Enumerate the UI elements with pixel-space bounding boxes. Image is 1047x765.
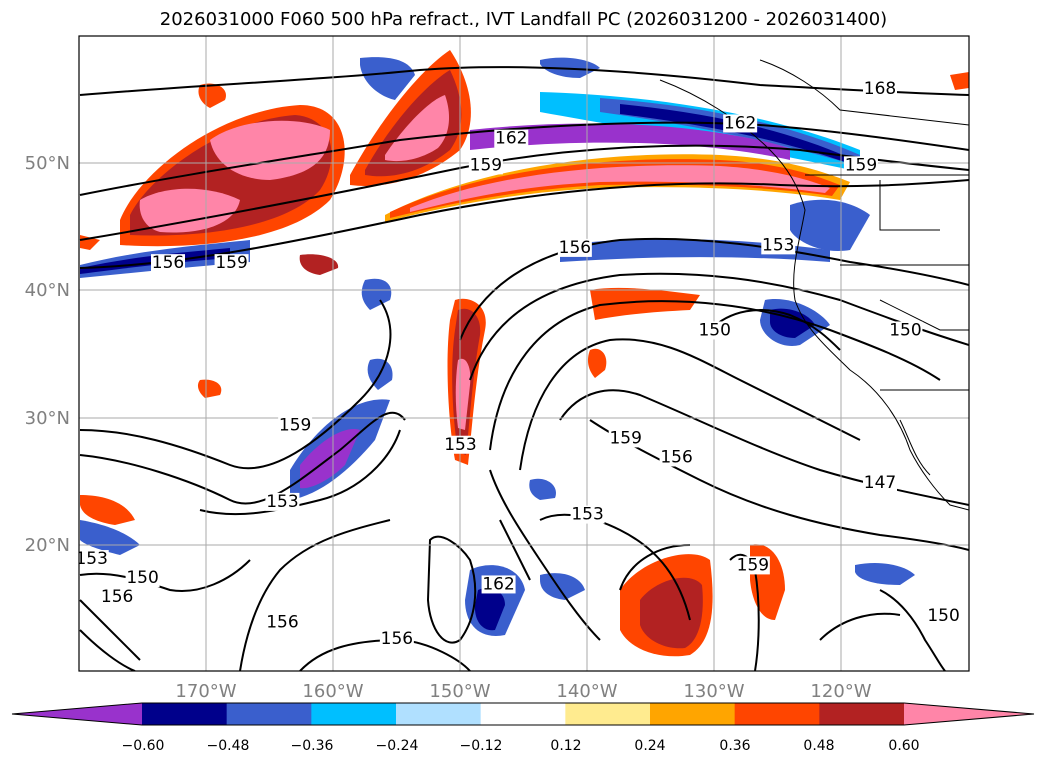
latitude-axis: 20°N 30°N 40°N 50°N <box>25 153 70 556</box>
colorbar-tick-label: −0.48 <box>207 738 250 754</box>
colorbar-tick-label: 0.12 <box>550 738 581 754</box>
contour-label: 156 <box>559 238 591 258</box>
contour-label: 153 <box>762 235 794 255</box>
contour-label: 159 <box>470 155 502 175</box>
contour-label: 156 <box>152 253 184 273</box>
contour-label: 150 <box>889 320 921 340</box>
graticule <box>79 36 969 671</box>
contour-label-background <box>697 321 732 340</box>
colorbar-tick-label: −0.36 <box>291 738 334 754</box>
contour-label-background <box>761 236 796 255</box>
contour-label: 159 <box>279 416 311 436</box>
contour-label-background <box>888 321 923 340</box>
lon-label-140w: 140°W <box>556 681 617 702</box>
contour-label: 159 <box>215 253 247 273</box>
contour-label: 153 <box>266 492 298 512</box>
contour-label-background <box>494 129 529 148</box>
colorbar-swatch <box>734 703 820 725</box>
colorbar-tick-label: −0.12 <box>460 738 503 754</box>
colorbar-tick-label: 0.60 <box>888 738 919 754</box>
contour-label: 156 <box>266 613 298 633</box>
contour-label-background <box>468 156 503 175</box>
lon-label-170w: 170°W <box>175 681 236 702</box>
contour-label-background <box>265 492 300 511</box>
lat-label-30: 30°N <box>25 408 70 429</box>
contour-label: 162 <box>495 129 527 149</box>
colorbar-swatch <box>650 703 736 725</box>
colorbar-swatch <box>12 703 142 725</box>
lat-label-40: 40°N <box>25 280 70 301</box>
colorbar <box>11 702 1035 726</box>
colorbar-tick-label: 0.48 <box>803 738 834 754</box>
contour-label-background <box>278 416 313 435</box>
lon-label-130w: 130°W <box>683 681 744 702</box>
map-panel: 168 162 159 162 159 156 159 156 153 150 150 159 153 1… <box>75 36 969 671</box>
colorbar-tick-label: 0.24 <box>634 738 665 754</box>
coastline-north-america <box>659 59 969 511</box>
contour-label: 153 <box>444 435 476 455</box>
colorbar-swatch <box>904 703 1034 725</box>
contour-label: 156 <box>660 447 692 467</box>
refractivity-contours <box>79 66 969 671</box>
contour-label: 162 <box>482 574 514 594</box>
lon-label-120w: 120°W <box>810 681 871 702</box>
colorbar-tick-label: −0.24 <box>376 738 419 754</box>
contour-label-background <box>100 588 135 607</box>
contour-label-background <box>723 114 758 133</box>
contour-label: 150 <box>126 568 158 588</box>
colorbar-tick-label: −0.60 <box>122 738 165 754</box>
contour-label: 159 <box>845 155 877 175</box>
contour-label-background <box>926 607 961 626</box>
contour-label: 159 <box>609 428 641 448</box>
chart-title: 2026031000 F060 500 hPa refract., IVT La… <box>159 9 888 30</box>
colorbar-swatch <box>565 703 651 725</box>
contour-label-layer: 168 162 159 162 159 156 159 156 153 150 150 159 153 1… <box>75 79 961 649</box>
contour-label: 150 <box>927 606 959 626</box>
colorbar-swatch <box>226 703 312 725</box>
contour-label-background <box>863 80 897 99</box>
colorbar-labels: −0.60 −0.48 −0.36 −0.24 −0.12 0.12 0.24 … <box>122 738 920 754</box>
lon-label-160w: 160°W <box>302 681 363 702</box>
colorbar-tick-label: 0.36 <box>719 738 750 754</box>
lat-label-50: 50°N <box>25 153 70 174</box>
contour-label-background <box>443 435 478 454</box>
contour-label: 156 <box>381 629 413 649</box>
contour-label: 150 <box>698 320 730 340</box>
contour-label: 162 <box>724 113 756 133</box>
contour-label: 153 <box>571 505 603 525</box>
contour-label-background <box>481 575 516 594</box>
map-frame <box>78 35 970 672</box>
contour-label: 156 <box>101 587 133 607</box>
contour-label-background <box>557 238 592 257</box>
colorbar-outline <box>11 702 1035 726</box>
contour-label-background <box>214 254 249 273</box>
contour-label-background <box>735 556 770 575</box>
contour-label-background <box>151 254 185 273</box>
contour-label-background <box>608 429 643 448</box>
contour-label-background <box>843 156 878 175</box>
colorbar-swatch <box>396 703 482 725</box>
contour-label-background <box>265 613 300 632</box>
contour-label-background <box>659 448 694 467</box>
contour-label-background <box>863 473 897 492</box>
contour-label: 159 <box>737 555 769 575</box>
lat-label-20: 20°N <box>25 535 70 556</box>
colorbar-swatch <box>311 703 397 725</box>
positive-anomaly-fields <box>80 50 969 657</box>
contour-label-background <box>125 569 160 588</box>
colorbar-swatch <box>480 703 566 725</box>
longitude-axis: 170°W 160°W 150°W 140°W 130°W 120°W <box>175 681 871 702</box>
contour-label-background <box>379 630 414 649</box>
contour-label-background <box>570 505 605 524</box>
colorbar-swatch <box>142 703 228 725</box>
contour-label-background <box>79 550 109 569</box>
contour-label: 168 <box>864 79 896 99</box>
colorbar-swatch <box>819 703 905 725</box>
contour-label: 147 <box>864 473 896 493</box>
lon-label-150w: 150°W <box>429 681 490 702</box>
contour-label: 153 <box>75 549 107 569</box>
